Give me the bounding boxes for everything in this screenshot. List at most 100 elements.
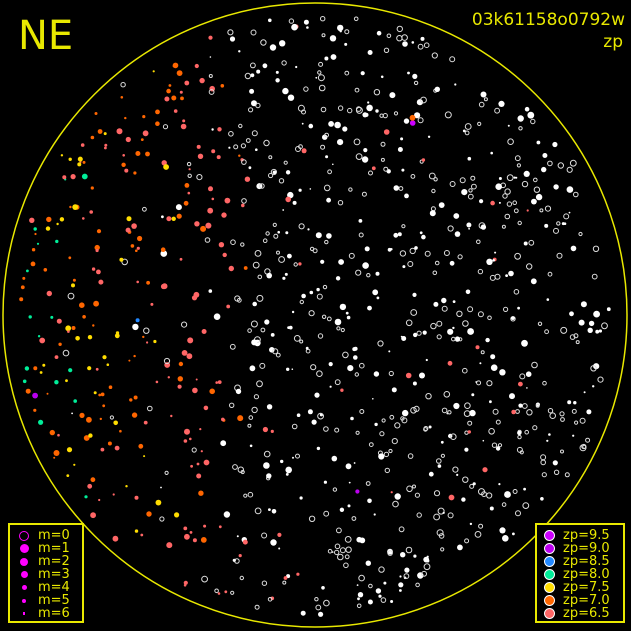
matched-star (125, 136, 131, 143)
direction-label: NE (18, 13, 74, 59)
catalog-star (263, 139, 270, 147)
catalog-star (540, 454, 547, 461)
detected-star (300, 610, 306, 616)
detected-star (292, 456, 294, 459)
detected-star (347, 504, 351, 508)
catalog-star (308, 515, 316, 522)
detected-star (508, 270, 514, 277)
matched-star (46, 392, 49, 395)
catalog-star (196, 174, 203, 181)
matched-star (114, 333, 120, 339)
catalog-star (553, 469, 560, 475)
matched-star (194, 63, 199, 69)
catalog-star (268, 172, 274, 179)
detected-star (404, 567, 410, 573)
detected-star (425, 358, 428, 362)
matched-star (421, 158, 426, 162)
detected-star (570, 245, 577, 252)
catalog-star (502, 193, 508, 199)
matched-star (54, 355, 59, 359)
catalog-star (581, 443, 587, 450)
catalog-star (464, 123, 472, 130)
matched-star (184, 183, 190, 188)
matched-star (104, 146, 107, 150)
matched-star (137, 235, 143, 242)
catalog-star (504, 188, 511, 195)
zp-color-swatch-icon (544, 608, 555, 619)
catalog-star (522, 502, 530, 510)
catalog-star (295, 146, 301, 152)
matched-star (228, 265, 234, 272)
detected-star (315, 76, 318, 79)
matched-star (128, 359, 131, 362)
catalog-star (272, 222, 277, 227)
catalog-star (464, 130, 470, 136)
magnitude-marker-icon (19, 544, 29, 553)
magnitude-legend-item: m=1 (10, 542, 82, 555)
zp-legend-item: zp=8.5 (537, 555, 623, 568)
detected-star (266, 404, 273, 410)
catalog-star (208, 74, 213, 78)
detected-star (407, 71, 410, 75)
catalog-star (358, 232, 364, 238)
catalog-star (478, 523, 484, 529)
detected-star (606, 307, 611, 312)
catalog-star (433, 513, 441, 521)
matched-star (241, 203, 245, 208)
matched-star (134, 495, 139, 500)
catalog-star (334, 543, 341, 550)
catalog-star (355, 430, 360, 435)
matched-star (490, 200, 495, 206)
catalog-star (501, 224, 506, 229)
detected-star (264, 319, 270, 325)
matched-star (183, 200, 189, 206)
catalog-star (236, 297, 242, 303)
detected-star (419, 372, 425, 379)
catalog-star (332, 487, 338, 492)
catalog-star (355, 106, 363, 114)
detected-star (383, 581, 387, 585)
matched-star (226, 304, 231, 309)
detected-star (367, 599, 373, 605)
matched-star (46, 290, 52, 297)
detected-star (268, 508, 271, 511)
detected-star (471, 393, 475, 397)
catalog-star (535, 403, 540, 408)
catalog-star (476, 239, 481, 245)
catalog-star (471, 183, 477, 190)
catalog-star (259, 183, 265, 189)
matched-star (30, 261, 36, 267)
detected-star (391, 387, 397, 393)
matched-star (28, 315, 32, 319)
matched-star (33, 366, 38, 371)
detected-star (278, 547, 281, 550)
matched-star (69, 205, 72, 209)
zp-legend-item: zp=9.5 (537, 529, 623, 542)
catalog-star (559, 411, 565, 417)
matched-star (211, 197, 215, 201)
catalog-star (283, 160, 288, 165)
matched-star (217, 592, 221, 595)
detected-star (348, 481, 351, 484)
catalog-star (467, 306, 474, 313)
detected-star (390, 248, 393, 251)
catalog-star (440, 547, 445, 552)
catalog-star (410, 407, 417, 414)
matched-star (390, 491, 393, 494)
catalog-star (323, 599, 330, 607)
matched-star (208, 35, 213, 40)
detected-star (337, 24, 344, 32)
matched-star (72, 204, 79, 211)
detected-star (401, 168, 405, 172)
detected-star (515, 176, 518, 179)
detected-star (434, 86, 440, 93)
matched-star (53, 456, 56, 459)
detected-star (372, 398, 374, 400)
detected-star (279, 40, 286, 47)
catalog-star (560, 417, 565, 422)
catalog-star (344, 29, 350, 35)
catalog-star (317, 412, 325, 420)
detected-star (402, 409, 409, 417)
catalog-star (384, 467, 390, 474)
detected-star (286, 367, 290, 371)
